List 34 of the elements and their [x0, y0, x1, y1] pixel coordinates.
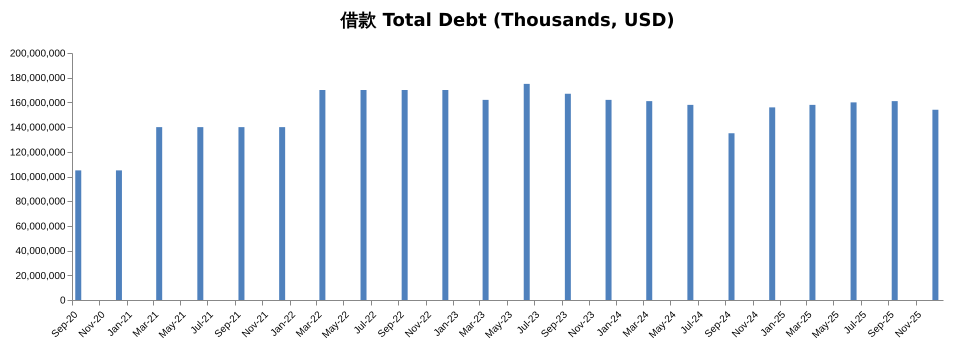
y-tick-label: 100,000,000 [10, 172, 66, 183]
y-tick-label: 60,000,000 [15, 221, 66, 232]
y-tick-label: 120,000,000 [10, 147, 66, 158]
bar [319, 90, 326, 300]
y-tick-label: 80,000,000 [15, 196, 66, 208]
bar [197, 127, 204, 300]
bar [809, 104, 816, 300]
bar [482, 100, 489, 300]
y-tick-label: 200,000,000 [10, 48, 66, 60]
bar [892, 101, 898, 300]
bar [360, 90, 367, 300]
bar [564, 94, 571, 300]
bar [402, 90, 408, 300]
bar [238, 127, 244, 300]
y-tick-label: 160,000,000 [10, 98, 66, 109]
bar [606, 100, 612, 300]
bar [646, 101, 652, 300]
bar [850, 102, 857, 300]
bar [687, 104, 694, 300]
y-tick-label: 40,000,000 [15, 246, 66, 258]
bar [116, 170, 122, 300]
chart-title: 借款 Total Debt (Thousands, USD) [339, 10, 675, 31]
y-tick-label: 140,000,000 [10, 122, 66, 134]
bar [279, 127, 286, 300]
bar [156, 127, 162, 300]
y-tick-label: 0 [60, 296, 66, 306]
bar [769, 107, 776, 300]
bar [932, 110, 938, 300]
bar [728, 133, 735, 300]
y-tick-label: 180,000,000 [10, 73, 66, 84]
bar [75, 170, 82, 300]
y-tick-label: 20,000,000 [15, 270, 66, 282]
bar [442, 90, 448, 300]
bar [524, 84, 530, 300]
